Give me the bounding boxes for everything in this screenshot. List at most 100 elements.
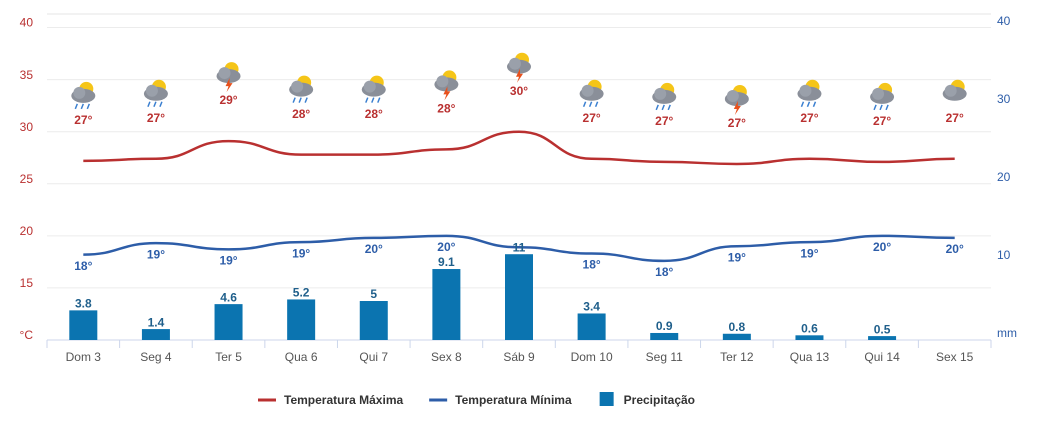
cloud xyxy=(872,87,885,100)
bar-label: 0.9 xyxy=(656,319,673,333)
bar-label: 0.5 xyxy=(874,322,891,336)
temp-label: 19° xyxy=(800,246,818,260)
x-tick-label: Dom 10 xyxy=(571,350,613,364)
bar xyxy=(650,332,679,340)
bar-label: 1.4 xyxy=(148,315,165,329)
temp-label: 20° xyxy=(437,240,455,254)
cloud xyxy=(218,67,231,80)
temp-label: 27° xyxy=(147,111,165,125)
weather-icon xyxy=(507,52,531,83)
legend-label: Temperatura Máxima xyxy=(284,393,403,407)
rain-drop xyxy=(159,101,163,108)
temp-label: 20° xyxy=(946,242,964,256)
weather-icon xyxy=(870,82,895,111)
temp-label: 27° xyxy=(873,114,891,128)
rain-drop xyxy=(582,101,587,108)
weather-icon xyxy=(942,79,967,101)
rain-drop xyxy=(806,101,811,108)
rain-drop xyxy=(661,104,665,111)
bar-label: 0.6 xyxy=(801,321,818,335)
temp-label: 18° xyxy=(74,259,92,273)
cloud xyxy=(799,84,812,97)
rain-drop xyxy=(80,103,85,110)
legend-label: Precipitação xyxy=(624,393,695,407)
rain-drop xyxy=(812,101,817,108)
cloud xyxy=(726,89,739,102)
cloud xyxy=(436,75,449,88)
bar-label: 5 xyxy=(370,287,377,301)
weather-icon xyxy=(216,62,241,93)
bar xyxy=(432,269,461,340)
x-tick-label: Sex 8 xyxy=(431,350,462,364)
temp-label: 19° xyxy=(219,254,237,268)
y-tick-label: 15 xyxy=(20,276,34,290)
bar-label: 3.8 xyxy=(75,297,92,311)
rain-drop xyxy=(879,104,883,111)
temp-label: 27° xyxy=(728,116,746,130)
bolt xyxy=(225,78,233,93)
cloud xyxy=(73,86,86,99)
rain-drop xyxy=(147,101,151,108)
weather-icon xyxy=(797,79,822,108)
bar xyxy=(722,333,751,340)
bar-label: 4.6 xyxy=(220,290,237,304)
temp-label: 28° xyxy=(292,107,310,121)
x-tick-label: Ter 12 xyxy=(720,350,754,364)
temp-label: 27° xyxy=(946,111,964,125)
temp-label: 18° xyxy=(655,265,673,279)
rain-drop xyxy=(371,97,375,103)
x-tick-label: Qui 7 xyxy=(359,350,388,364)
bar-label: 11 xyxy=(513,240,526,254)
cloud xyxy=(581,84,594,97)
x-tick-label: Sex 15 xyxy=(936,350,974,364)
temp-label: 29° xyxy=(219,93,237,107)
x-tick-label: Seg 4 xyxy=(140,350,172,364)
x-tick-label: Qua 13 xyxy=(790,350,830,364)
weather-icon xyxy=(724,84,749,115)
temp-line xyxy=(83,234,955,263)
y2-tick-label: 40 xyxy=(997,14,1011,28)
temp-label: 27° xyxy=(800,111,818,125)
temp-label: 30° xyxy=(510,84,528,98)
x-tick-label: Qui 14 xyxy=(864,350,900,364)
legend-label: Temperatura Mínima xyxy=(455,393,572,407)
y-tick-label: 30 xyxy=(20,120,34,134)
rain-drop xyxy=(885,104,889,111)
bar xyxy=(795,335,824,340)
bar-label: 5.2 xyxy=(293,286,310,300)
temp-label: 19° xyxy=(147,247,165,261)
weather-icon xyxy=(652,82,677,111)
weather-icon xyxy=(434,70,459,101)
rain-drop xyxy=(377,97,381,103)
weather-icon xyxy=(361,75,386,103)
cloud xyxy=(363,80,376,93)
bar xyxy=(868,336,897,340)
rain-drop xyxy=(153,101,157,108)
weather-icon xyxy=(289,75,314,103)
y2-tick-label: 10 xyxy=(997,248,1011,262)
cloud xyxy=(145,84,158,97)
x-tick-label: Seg 11 xyxy=(646,350,683,364)
rain-drop xyxy=(800,101,805,108)
bolt xyxy=(443,86,451,101)
temp-label: 20° xyxy=(873,240,891,254)
bar xyxy=(359,301,388,340)
temp-label: 28° xyxy=(365,107,383,121)
legend-swatch xyxy=(599,392,614,406)
temp-label: 20° xyxy=(365,242,383,256)
cloud xyxy=(654,87,667,100)
y2-tick-label: mm xyxy=(997,326,1017,340)
rain-drop xyxy=(292,97,296,103)
weather-icon xyxy=(143,79,168,108)
bar xyxy=(69,310,98,340)
y2-tick-label: 30 xyxy=(997,92,1011,106)
bar xyxy=(287,299,316,340)
bolt xyxy=(516,68,523,83)
bolt xyxy=(733,100,741,115)
x-tick-label: Dom 3 xyxy=(66,350,102,364)
bar-label: 9.1 xyxy=(438,255,455,269)
rain-drop xyxy=(304,97,308,103)
rain-drop xyxy=(655,104,659,111)
rain-drop xyxy=(86,103,91,110)
